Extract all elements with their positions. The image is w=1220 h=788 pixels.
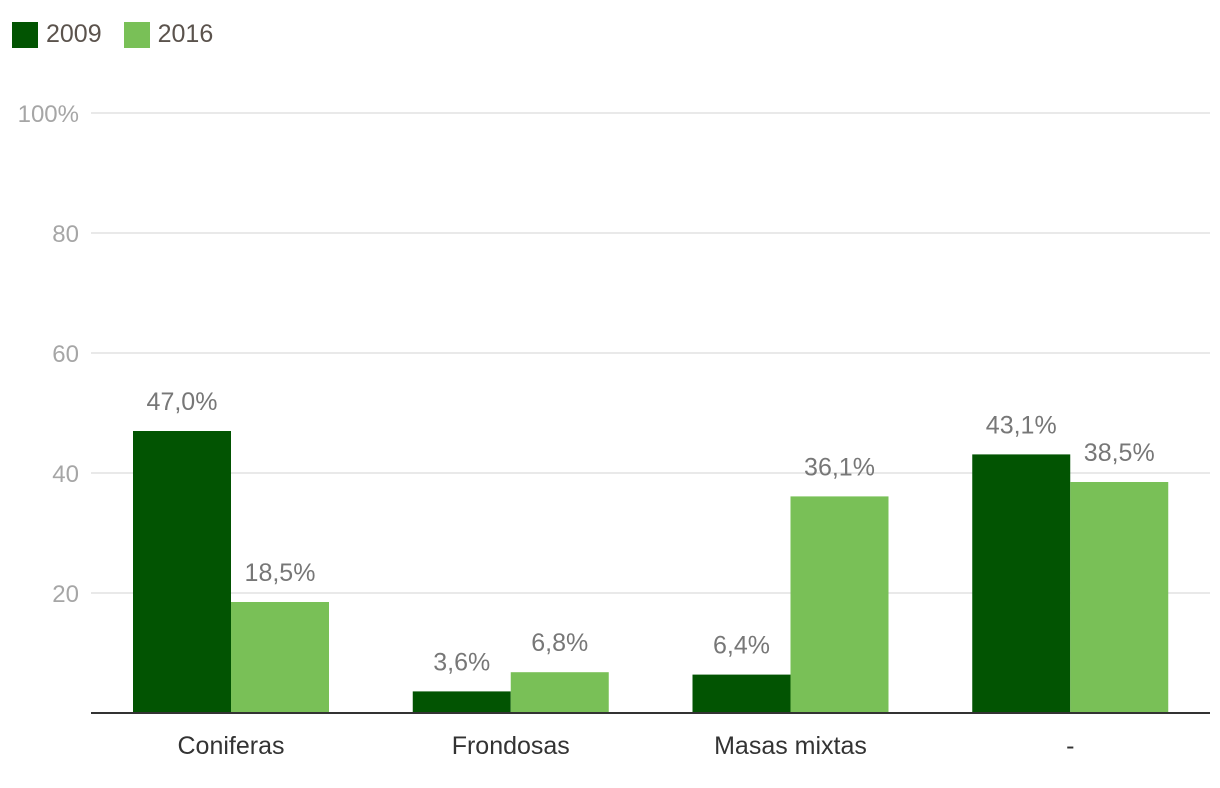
data-label-2009-2: 6,4% xyxy=(713,632,770,660)
x-tick-label-1: Frondosas xyxy=(452,732,570,760)
data-label-2016-0: 18,5% xyxy=(245,559,316,587)
y-tick-label-60: 60 xyxy=(52,341,79,368)
bar-2009-3 xyxy=(972,454,1071,713)
data-label-2016-1: 6,8% xyxy=(531,629,588,657)
bar-2016-2 xyxy=(790,496,889,713)
legend-item-2016[interactable]: 2016 xyxy=(123,20,214,49)
bar-2009-1 xyxy=(412,691,511,713)
data-label-2009-3: 43,1% xyxy=(986,411,1057,439)
bar-2009-0 xyxy=(133,431,231,713)
legend-label-2016: 2016 xyxy=(157,20,214,48)
legend: 2009 2016 xyxy=(12,20,213,49)
legend-swatch-2016 xyxy=(123,21,150,48)
x-tick-label-2: Masas mixtas xyxy=(714,732,867,760)
y-tick-label-80: 80 xyxy=(52,221,79,248)
legend-label-2009: 2009 xyxy=(46,20,102,48)
x-tick-label-0: Coniferas xyxy=(178,732,285,760)
data-label-2009-1: 3,6% xyxy=(433,648,490,676)
data-label-2016-2: 36,1% xyxy=(804,453,875,481)
bar-2016-3 xyxy=(1070,482,1169,713)
bar-2016-0 xyxy=(231,602,329,713)
legend-item-2009[interactable]: 2009 xyxy=(12,20,102,49)
x-tick-label-3: - xyxy=(1066,732,1074,760)
y-tick-label-100: 100% xyxy=(18,101,79,128)
bar-2009-2 xyxy=(692,674,791,713)
legend-swatch-2009 xyxy=(12,21,38,48)
y-tick-label-40: 40 xyxy=(52,461,79,488)
y-tick-label-20: 20 xyxy=(52,581,79,608)
data-label-2016-3: 38,5% xyxy=(1084,439,1155,467)
bar-2016-1 xyxy=(510,672,609,713)
data-label-2009-0: 47,0% xyxy=(147,388,218,416)
